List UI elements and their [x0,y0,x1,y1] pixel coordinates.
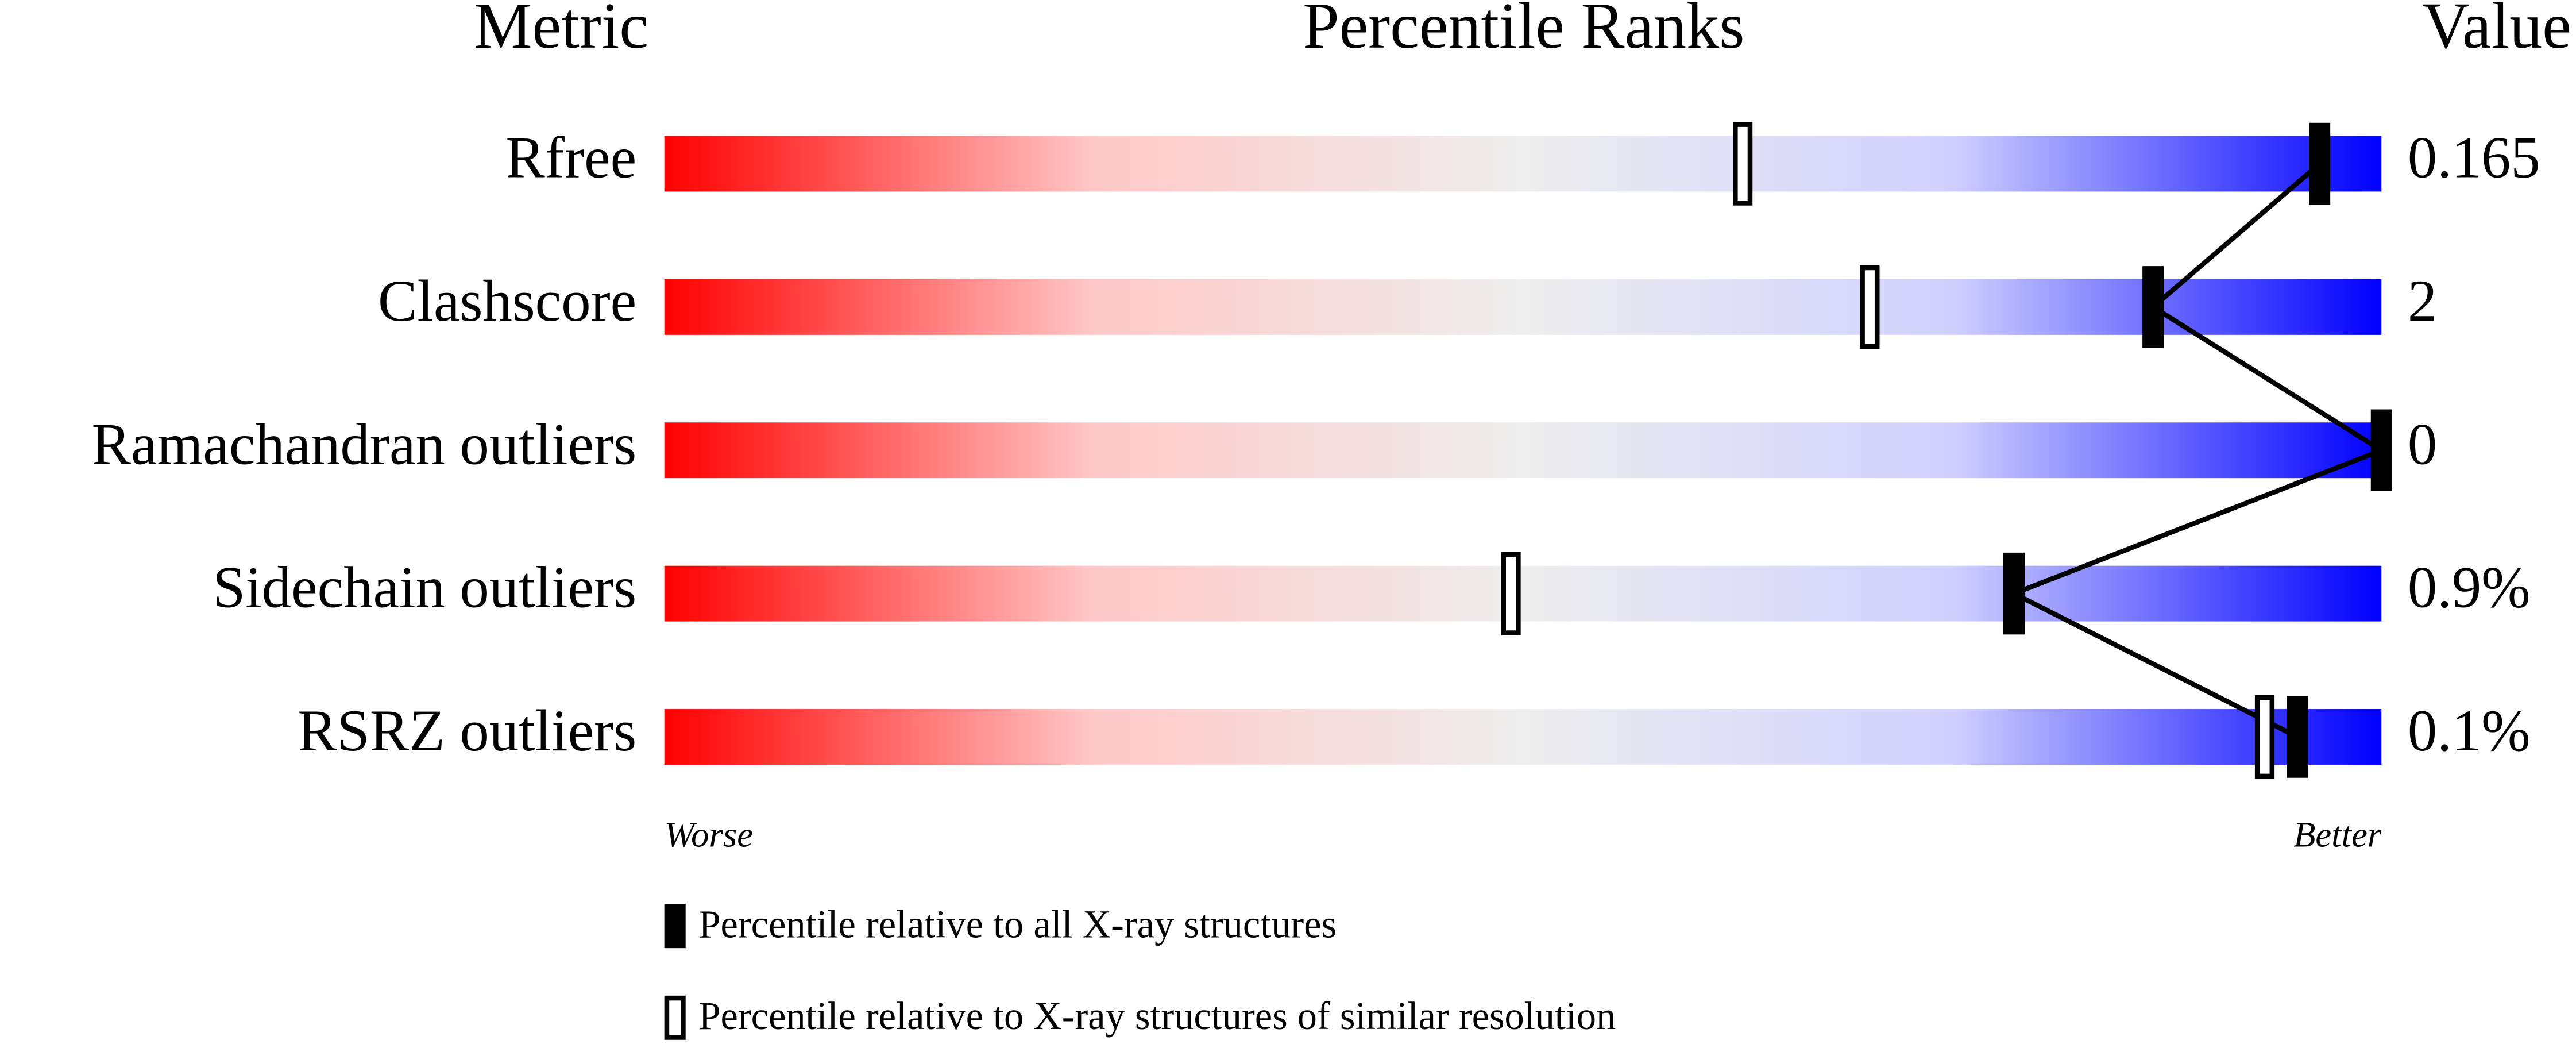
metric-label: Clashscore [378,269,636,334]
metric-value: 0.1% [2408,699,2531,764]
legend-entry: Percentile relative to all X-ray structu… [698,903,1337,946]
better-label: Better [2293,815,2382,855]
percentile-bar [664,565,2382,622]
all-marker [2142,266,2164,348]
metric-label: RSRZ outliers [298,699,636,764]
legend-entry: Percentile relative to X-ray structures … [698,994,1616,1038]
similar-marker [1501,552,1521,635]
similar-marker [1860,265,1880,349]
metric-label: Ramachandran outliers [92,412,637,477]
all-marker [2309,122,2331,205]
header: Value [2422,0,2571,62]
metric-label: Sidechain outliers [213,556,636,621]
similar-marker [2254,695,2275,779]
all-marker [2287,696,2308,778]
metric-value: 2 [2408,269,2437,334]
percentile-bar [664,422,2382,479]
percentile-bar [664,279,2382,335]
percentile-bar [664,709,2382,765]
percentile-bar [664,136,2382,192]
header: Percentile Ranks [1303,0,1744,62]
all-marker [2003,552,2025,635]
metric-value: 0.9% [2408,556,2531,621]
legend-swatch [664,995,686,1040]
legend-swatch [664,904,686,949]
worse-label: Worse [665,815,753,855]
metric-value: 0 [2408,412,2437,477]
metric-label: Rfree [505,126,636,191]
header: Metric [474,0,648,62]
similar-marker [1733,122,1753,206]
all-marker [2370,409,2392,491]
metric-value: 0.165 [2408,126,2540,191]
